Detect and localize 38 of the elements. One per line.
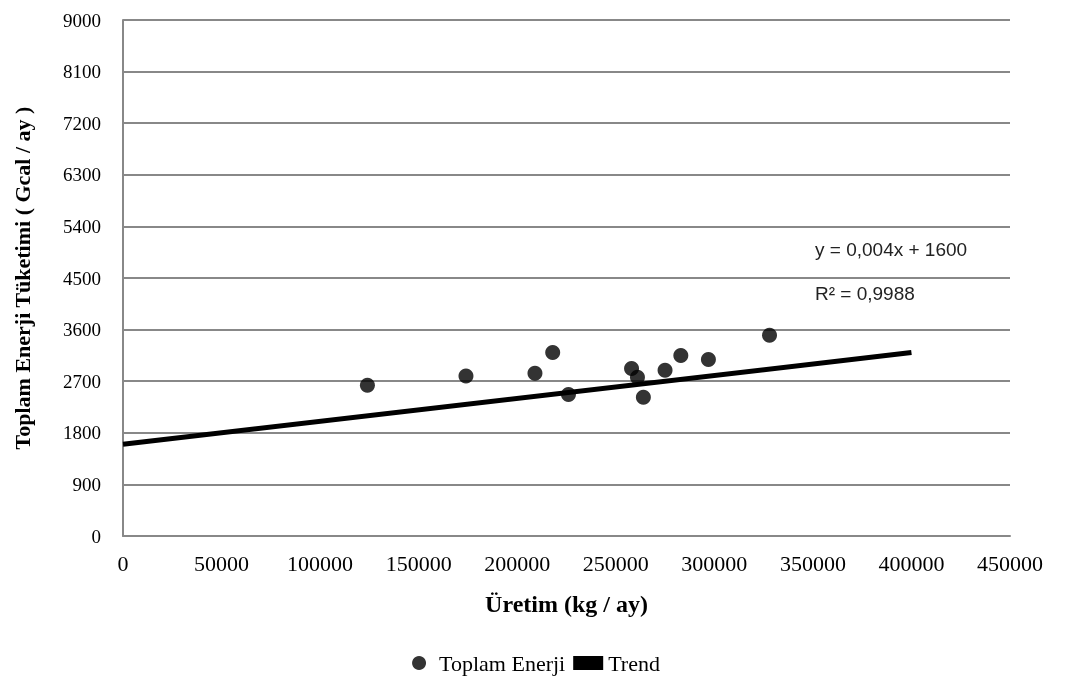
x-tick-label: 350000 — [779, 550, 846, 576]
point — [359, 377, 375, 393]
point — [700, 351, 716, 367]
point — [527, 365, 543, 381]
point — [657, 362, 673, 378]
x-tick-label: 200000 — [484, 550, 551, 576]
y-tick-label: 3600 — [63, 319, 101, 341]
annotation: y = 0,004x + 1600 — [815, 239, 968, 260]
y-tick-label: 2700 — [63, 370, 101, 392]
x-tick-label: 100000 — [287, 550, 354, 576]
y-tick-label: 900 — [72, 473, 101, 495]
x-tick-label: 300000 — [681, 550, 748, 576]
x-tick-label: 250000 — [582, 550, 649, 576]
y-tick-label: 1800 — [63, 422, 101, 444]
x-axis-title: Üretim (kg / ay) — [485, 591, 648, 617]
point — [635, 389, 651, 405]
y-tick-label: 0 — [91, 525, 101, 547]
point — [629, 369, 645, 385]
annotation: R² = 0,9988 — [814, 283, 915, 304]
x-tick-label: 450000 — [977, 550, 1043, 576]
point — [458, 368, 474, 384]
y-tick-label: 8100 — [63, 61, 101, 83]
legend-label: Trend — [608, 650, 660, 676]
x-tick-label: 400000 — [878, 550, 945, 576]
x-tick-label: 0 — [117, 550, 129, 576]
y-tick-label: 4500 — [63, 267, 101, 289]
x-tick-label: 50000 — [194, 550, 250, 576]
y-tick-label: 6300 — [63, 164, 101, 186]
y-tick-label: 7200 — [63, 112, 101, 134]
point — [560, 386, 576, 402]
y-tick-label: 5400 — [63, 215, 101, 237]
y-tick-label: 9000 — [63, 9, 101, 31]
point — [545, 345, 561, 361]
point — [673, 347, 689, 363]
x-tick-label: 150000 — [385, 550, 452, 576]
point — [762, 327, 778, 343]
legend-label: Toplam Enerji — [439, 650, 566, 676]
y-axis-title: Toplam Enerji Tüketimi ( Gcal / ay ) — [9, 106, 35, 450]
